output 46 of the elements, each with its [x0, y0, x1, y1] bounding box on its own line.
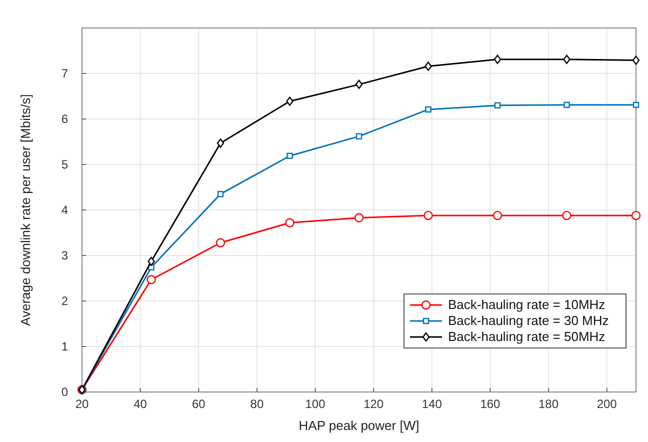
y-tick-label: 1	[61, 340, 68, 354]
point	[424, 62, 432, 71]
point	[494, 102, 501, 108]
point	[492, 210, 502, 220]
point	[354, 213, 364, 222]
y-axis-title: Average downlink rate per user [Mbits/s]	[18, 94, 33, 326]
y-tick-label: 0	[61, 385, 68, 399]
point	[216, 238, 226, 248]
point	[356, 133, 362, 140]
point	[424, 210, 433, 220]
point	[632, 102, 640, 108]
y-tick-label: 6	[61, 112, 68, 126]
point	[217, 190, 224, 198]
x-tick-label: 200	[596, 397, 618, 411]
point	[285, 218, 294, 228]
y-tick-label: 5	[61, 158, 68, 172]
point	[563, 54, 570, 64]
point	[494, 54, 502, 64]
y-tick-label: 3	[61, 248, 68, 262]
point	[355, 80, 363, 90]
x-tick-label: 160	[480, 397, 501, 411]
y-tick-label: 4	[61, 203, 68, 217]
point	[631, 210, 641, 220]
point	[216, 138, 224, 148]
x-tick-label: 20	[75, 397, 89, 411]
point	[562, 210, 572, 220]
x-tick-label: 40	[134, 397, 148, 411]
x-axis-title: HAP peak power [W]	[298, 418, 420, 433]
x-tick-label: 120	[364, 397, 384, 411]
legend-label: Back-hauling rate = 10MHz	[448, 297, 606, 312]
y-tick-label: 7	[61, 66, 68, 80]
point	[564, 102, 570, 108]
point	[146, 275, 156, 284]
point	[632, 56, 640, 65]
x-tick-label: 180	[538, 397, 559, 411]
y-tick-label: 2	[61, 294, 68, 308]
point	[425, 106, 432, 113]
point	[286, 152, 293, 159]
x-tick-label: 140	[422, 397, 442, 411]
x-tick-label: 100	[305, 397, 326, 411]
x-tick-label: 60	[192, 397, 206, 411]
point	[286, 96, 294, 106]
x-tick-label: 80	[250, 397, 264, 411]
point	[148, 256, 155, 266]
legend-label: Back-hauling rate = 50MHz	[448, 329, 606, 344]
legend-label: Back-hauling rate = 30 MHz	[448, 313, 609, 328]
